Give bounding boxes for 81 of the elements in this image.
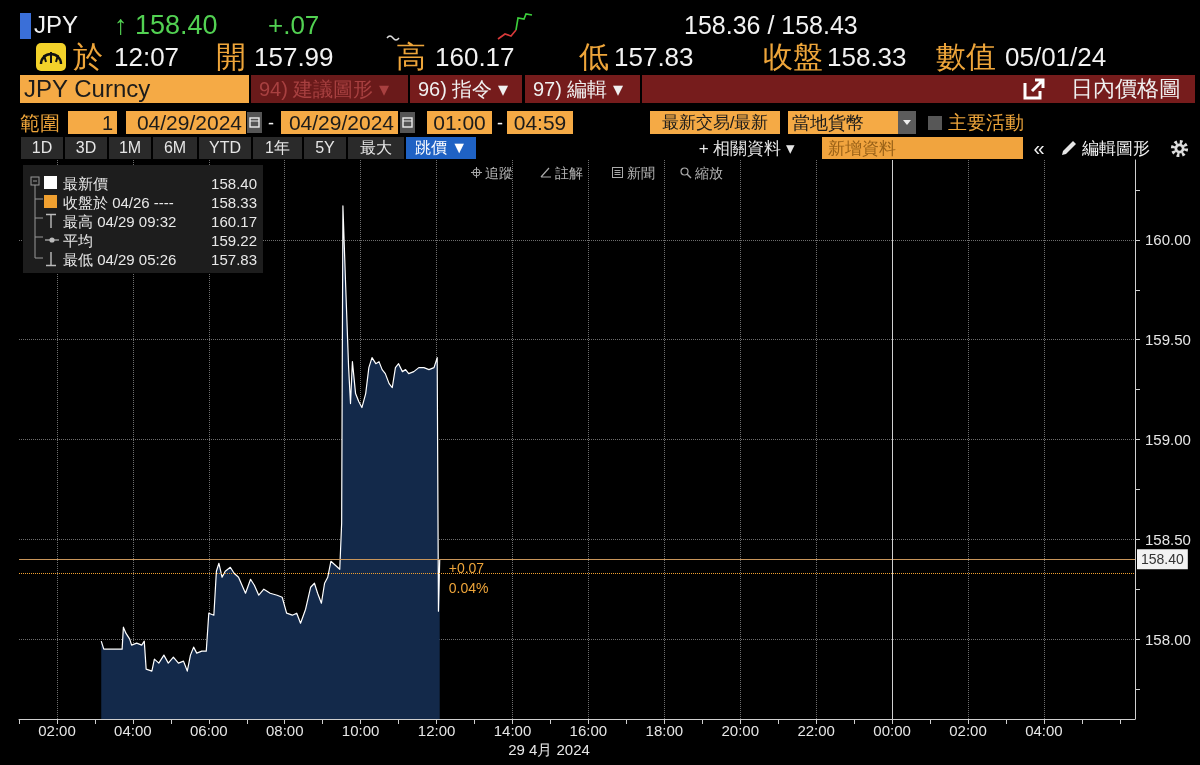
x-tick-label: 12:00 [417, 722, 456, 739]
text: JPY [34, 10, 79, 40]
x-tick-label: 20:00 [721, 722, 759, 739]
x-tick-label: 22:00 [797, 722, 835, 739]
text: 05/01/24 [1005, 41, 1108, 73]
text: 97) 編輯 ▾ [525, 75, 640, 103]
x-tick-label: 04:00 [1025, 722, 1063, 739]
chart-title: 日內價格圖 [642, 75, 1195, 103]
text: 1M [109, 137, 151, 159]
text: 編輯圖形 [1082, 137, 1151, 159]
annotation: 註解 [555, 163, 584, 182]
text: 94) 建議圖形 ▾ [251, 75, 408, 103]
x-tick-label: 18:00 [645, 722, 684, 739]
x-tick-label: 16:00 [569, 722, 608, 739]
text: 157.83 [614, 42, 694, 72]
text: 跳價 ▼ [406, 137, 476, 159]
text: 6M [153, 137, 197, 159]
annotation: 新聞 [627, 163, 656, 182]
text: 01:00 [427, 111, 492, 134]
text: + 相關資料 ▾ [697, 137, 797, 159]
text: YTD [199, 137, 251, 159]
text: 04:59 [507, 111, 573, 134]
text: 平均 159.22 [63, 231, 257, 249]
annotation: +0.07 [448, 560, 486, 577]
annotation: 157.83 [210, 250, 257, 268]
annotation: 追蹤 [485, 163, 514, 182]
text: 最高 04/29 09:32 [63, 212, 177, 230]
text: - [496, 111, 504, 134]
text: +.07 [268, 10, 321, 40]
x-tick-label: 04:00 [114, 722, 152, 739]
text: 最低 04/29 05:26 [63, 250, 177, 268]
text: 160.17 [435, 42, 515, 72]
text: 158.36 / 158.43 [684, 10, 859, 40]
text: 範圍 [20, 110, 61, 135]
text: 於 [72, 40, 104, 74]
annotation: 158.33 [210, 193, 257, 211]
text: 最大 [348, 137, 404, 159]
legend-label: 最新價 [63, 174, 109, 192]
text: 收盤 [762, 40, 824, 74]
x-tick-label: 00:00 [873, 722, 911, 739]
text: 數值 [935, 40, 997, 74]
text: 04/29/2024 [126, 111, 246, 134]
x-tick-label: 06:00 [190, 722, 228, 739]
text: JPY Curncy [20, 75, 249, 103]
x-tick-label: 02:00 [38, 722, 76, 739]
text: ↑ 158.40 [114, 9, 219, 41]
text: 當地貨幣 [788, 111, 898, 134]
y-tick-label: 159.50 [1145, 331, 1191, 349]
text: 主要活動 [948, 111, 1025, 135]
text: 04/29/2024 [281, 111, 398, 134]
x-tick-label: 10:00 [341, 722, 380, 739]
x-axis-title: 29 4月 2024 [507, 740, 591, 758]
y-tick-label: 160.00 [1145, 231, 1191, 249]
annotation: 0.04% [448, 580, 490, 597]
text: 96) 指令 ▾ [410, 75, 522, 103]
text: 157.99 [254, 41, 335, 73]
ref-line-label: 158.40 [1141, 551, 1185, 568]
text: 5Y [304, 137, 346, 159]
text: 1D [21, 137, 63, 159]
text: 新增資料 [822, 137, 1023, 159]
x-tick-label: 08:00 [265, 722, 304, 739]
text: 最新交易/最新 [650, 111, 780, 134]
annotation: 158.40 [210, 174, 257, 192]
legend-label: 收盤於 04/26 ---- [63, 193, 175, 211]
y-tick-label: 158.50 [1145, 530, 1191, 548]
annotation: 縮放 [695, 163, 724, 182]
y-tick-label: 158.00 [1145, 630, 1191, 648]
x-tick-label: 14:00 [493, 722, 532, 739]
text: 158.33 [827, 42, 907, 72]
text: 1 [68, 111, 117, 134]
text: « [1032, 137, 1046, 159]
text: 開 [215, 40, 247, 74]
text: 12:07 [114, 41, 181, 73]
text: 低 [578, 40, 610, 74]
text: 高 [395, 40, 427, 74]
text: 1年 [253, 137, 302, 159]
text: - [267, 111, 275, 134]
y-tick-label: 159.00 [1145, 431, 1191, 448]
x-tick-label: 02:00 [949, 722, 987, 739]
annotation: 160.17 [210, 212, 257, 230]
text: 3D [65, 137, 107, 159]
